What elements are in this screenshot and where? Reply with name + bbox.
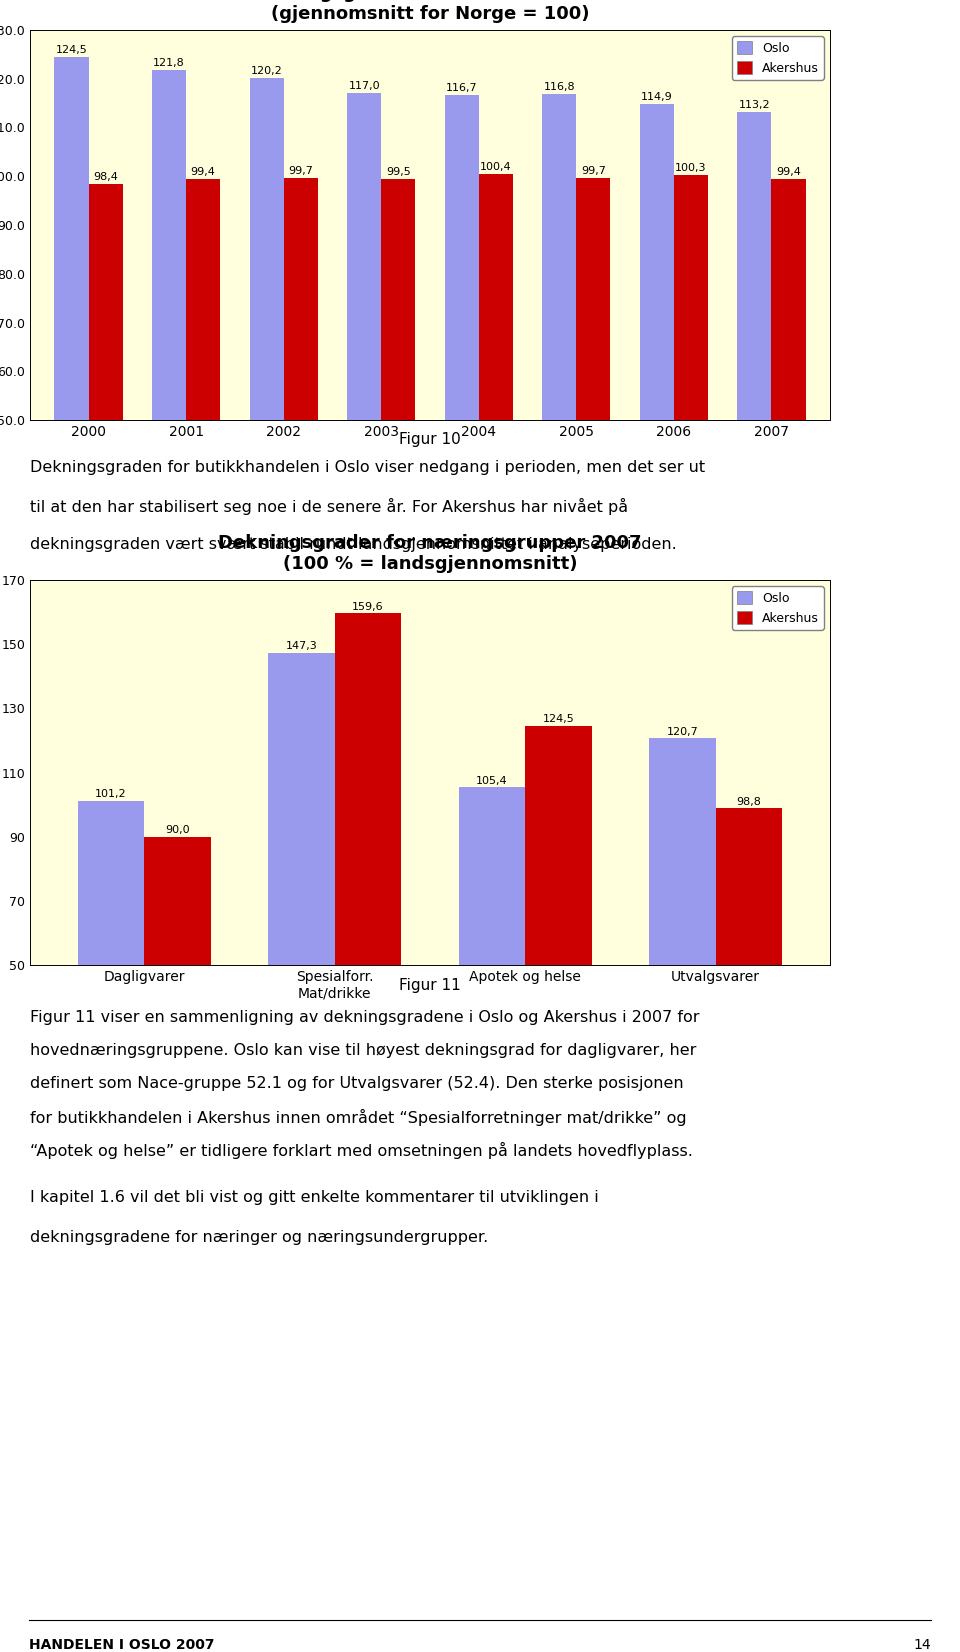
Bar bbox=[639, 104, 674, 664]
Title: Dekningsgrader for butikkhandelen
(gjennomsnitt for Norge = 100): Dekningsgrader for butikkhandelen (gjenn… bbox=[250, 0, 611, 23]
Text: 90,0: 90,0 bbox=[165, 824, 190, 834]
Text: 98,8: 98,8 bbox=[736, 796, 761, 806]
Text: 116,7: 116,7 bbox=[445, 83, 477, 93]
Text: 113,2: 113,2 bbox=[738, 101, 770, 111]
Bar bbox=[576, 178, 611, 664]
Bar bbox=[381, 178, 416, 664]
Text: Figur 11 viser en sammenligning av dekningsgradene i Oslo og Akershus i 2007 for: Figur 11 viser en sammenligning av dekni… bbox=[30, 1009, 700, 1024]
Text: 99,4: 99,4 bbox=[191, 167, 216, 177]
Text: 124,5: 124,5 bbox=[542, 714, 574, 724]
Text: 121,8: 121,8 bbox=[154, 58, 185, 68]
Bar bbox=[186, 178, 220, 664]
Text: 99,7: 99,7 bbox=[581, 165, 606, 175]
Bar bbox=[268, 653, 335, 1125]
Text: 124,5: 124,5 bbox=[56, 45, 87, 55]
Text: dekningsgradene for næringer og næringsundergrupper.: dekningsgradene for næringer og næringsu… bbox=[30, 1231, 489, 1246]
Text: I kapitel 1.6 vil det bli vist og gitt enkelte kommentarer til utviklingen i: I kapitel 1.6 vil det bli vist og gitt e… bbox=[30, 1189, 599, 1204]
Text: 101,2: 101,2 bbox=[95, 790, 127, 800]
Bar bbox=[250, 78, 283, 664]
Text: 99,4: 99,4 bbox=[776, 167, 801, 177]
Text: 100,4: 100,4 bbox=[480, 162, 512, 172]
Text: 116,8: 116,8 bbox=[543, 83, 575, 93]
Text: HANDELEN I OSLO 2007: HANDELEN I OSLO 2007 bbox=[29, 1639, 214, 1652]
Bar bbox=[479, 175, 513, 664]
Bar bbox=[335, 613, 401, 1125]
Legend: Oslo, Akershus: Oslo, Akershus bbox=[732, 586, 824, 629]
Text: 14: 14 bbox=[914, 1639, 931, 1652]
Text: hovednæringsgruppene. Oslo kan vise til høyest dekningsgrad for dagligvarer, her: hovednæringsgruppene. Oslo kan vise til … bbox=[30, 1042, 696, 1057]
Bar bbox=[152, 69, 186, 664]
Bar bbox=[88, 183, 123, 664]
Text: for butikkhandelen i Akershus innen området “Spesialforretninger mat/drikke” og: for butikkhandelen i Akershus innen områ… bbox=[30, 1108, 686, 1127]
Text: dekningsgraden vært svært stabil rundt landsgjennomsnittet i analyseperioden.: dekningsgraden vært svært stabil rundt l… bbox=[30, 537, 677, 552]
Bar bbox=[716, 808, 782, 1125]
Text: 100,3: 100,3 bbox=[675, 164, 707, 173]
Bar bbox=[542, 94, 576, 664]
Text: 120,2: 120,2 bbox=[251, 66, 282, 76]
Bar bbox=[144, 836, 211, 1125]
Text: 98,4: 98,4 bbox=[93, 172, 118, 182]
Bar bbox=[55, 56, 88, 664]
Title: Dekningsgrader for næringsgrupper 2007
(100 % = landsgjennomsnitt): Dekningsgrader for næringsgrupper 2007 (… bbox=[218, 534, 641, 573]
Text: til at den har stabilisert seg noe i de senere år. For Akershus har nivået på: til at den har stabilisert seg noe i de … bbox=[30, 499, 628, 515]
Text: 120,7: 120,7 bbox=[666, 727, 698, 737]
Bar bbox=[737, 112, 772, 664]
Text: Figur 10: Figur 10 bbox=[399, 433, 461, 448]
Bar bbox=[525, 725, 592, 1125]
Bar bbox=[444, 94, 479, 664]
Bar bbox=[78, 801, 144, 1125]
Text: definert som Nace-gruppe 52.1 og for Utvalgsvarer (52.4). Den sterke posisjonen: definert som Nace-gruppe 52.1 og for Utv… bbox=[30, 1075, 684, 1090]
Bar bbox=[674, 175, 708, 664]
Bar bbox=[772, 178, 805, 664]
Text: Dekningsgraden for butikkhandelen i Oslo viser nedgang i perioden, men det ser u: Dekningsgraden for butikkhandelen i Oslo… bbox=[30, 459, 706, 476]
Text: 99,5: 99,5 bbox=[386, 167, 411, 177]
Text: 117,0: 117,0 bbox=[348, 81, 380, 91]
Legend: Oslo, Akershus: Oslo, Akershus bbox=[732, 36, 824, 79]
Text: 147,3: 147,3 bbox=[285, 641, 318, 651]
Text: “Apotek og helse” er tidligere forklart med omsetningen på landets hovedflyplass: “Apotek og helse” er tidligere forklart … bbox=[30, 1142, 693, 1160]
Bar bbox=[348, 94, 381, 664]
Bar bbox=[283, 178, 318, 664]
Text: 105,4: 105,4 bbox=[476, 776, 508, 786]
Text: 159,6: 159,6 bbox=[352, 601, 384, 611]
Text: 114,9: 114,9 bbox=[641, 91, 673, 102]
Bar bbox=[459, 788, 525, 1125]
Text: 99,7: 99,7 bbox=[288, 165, 313, 175]
Bar bbox=[649, 738, 716, 1125]
Text: Figur 11: Figur 11 bbox=[399, 978, 461, 993]
